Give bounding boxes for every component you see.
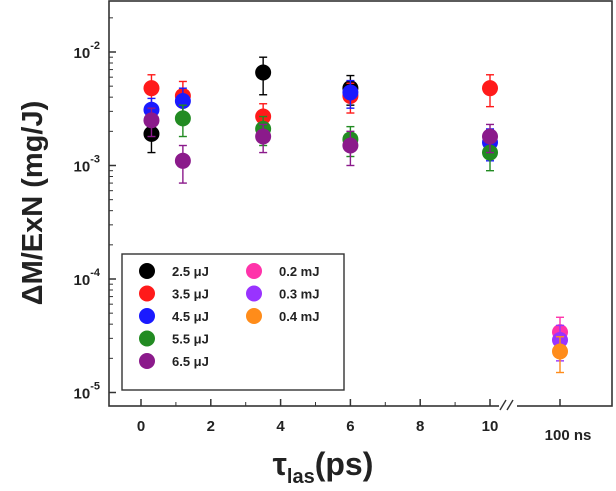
- marker: [143, 80, 160, 97]
- data-point: [174, 144, 191, 184]
- data-point: [174, 104, 191, 138]
- data-point: [342, 130, 359, 167]
- legend-label: 0.2 mJ: [279, 264, 319, 279]
- legend-label: 6.5 μJ: [172, 354, 209, 369]
- legend-marker: [139, 330, 155, 347]
- marker: [552, 343, 568, 360]
- data-point: [482, 123, 498, 154]
- marker: [143, 112, 160, 129]
- marker: [174, 152, 191, 169]
- legend-marker: [139, 353, 155, 369]
- legend-label: 4.5 μJ: [172, 309, 209, 324]
- data-point: [255, 56, 272, 96]
- legend-marker: [246, 308, 262, 324]
- legend-label: 0.3 mJ: [279, 287, 319, 302]
- y-tick-label: 10-5: [74, 381, 100, 403]
- legend-label: 2.5 μJ: [172, 264, 209, 279]
- x-tick-label: 8: [416, 418, 424, 435]
- x-axis-title-unit: (ps): [315, 446, 374, 482]
- y-axis-ticks: 10-5 10-4 10-3 10-2: [74, 17, 116, 403]
- x-tick-label: 0: [137, 418, 145, 435]
- legend-label: 5.5 μJ: [172, 332, 209, 347]
- marker: [255, 64, 272, 81]
- legend-marker: [246, 285, 262, 302]
- data-point: [552, 336, 568, 374]
- y-tick-label: 10-4: [74, 267, 101, 289]
- x-tick-label: 6: [346, 418, 354, 435]
- data-point: [255, 123, 272, 154]
- marker: [482, 128, 498, 145]
- marker: [482, 80, 498, 97]
- x-tick-label: 10: [482, 418, 499, 435]
- x-axis-title: τlas(ps): [273, 446, 374, 488]
- data-point: [342, 79, 359, 109]
- axis-break: [499, 398, 517, 414]
- legend-box: [121, 253, 345, 391]
- marker: [174, 110, 191, 127]
- x-axis-title-main: τ: [273, 446, 287, 482]
- x-axis-title-sub: las: [287, 466, 315, 488]
- y-tick-label: 10-2: [74, 40, 100, 62]
- marker: [342, 84, 359, 101]
- marker: [255, 128, 272, 145]
- legend-marker: [139, 308, 155, 324]
- y-tick-label: 10-3: [74, 154, 100, 176]
- data-point: [143, 107, 160, 138]
- x-axis-ticks: 0 2 4 6 8 10 100 ns: [137, 399, 592, 444]
- x-tick-label: 2: [207, 418, 215, 435]
- data-points: [143, 56, 568, 374]
- legend-label: 0.4 mJ: [279, 309, 319, 324]
- y-axis-title: ΔM/ExN (mg/J): [17, 101, 49, 306]
- legend-label: 3.5 μJ: [172, 287, 209, 302]
- x-tick-label: 100 ns: [545, 427, 592, 444]
- x-tick-label: 4: [276, 418, 285, 435]
- legend-marker: [246, 263, 262, 279]
- marker: [342, 137, 359, 154]
- legend-marker: [139, 285, 155, 302]
- legend-marker: [139, 263, 155, 279]
- data-point: [482, 74, 498, 108]
- legend: 2.5 μJ 3.5 μJ 4.5 μJ 5.5 μJ 6.5 μJ 0.2 mJ 0.3 …: [121, 253, 345, 391]
